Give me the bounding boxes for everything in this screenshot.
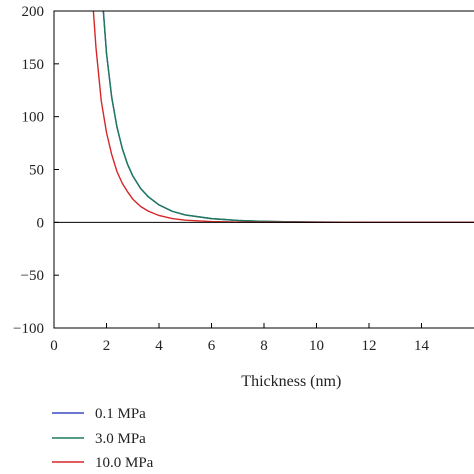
x-tick-label: 12 bbox=[362, 338, 377, 354]
legend-label-10-0-mpa: 10.0 MPa bbox=[95, 455, 154, 471]
y-tick-label: 200 bbox=[22, 4, 45, 20]
plot-frame bbox=[53, 10, 474, 329]
y-tick-label: 50 bbox=[29, 163, 44, 179]
y-tick-label: −50 bbox=[21, 268, 44, 284]
x-tick-label: 6 bbox=[208, 338, 216, 354]
series-line-3-0-mpa bbox=[102, 10, 474, 224]
series-line-0-1-mpa bbox=[102, 10, 474, 224]
x-axis-title: Thickness (nm) bbox=[241, 373, 341, 390]
series-line-10-0-mpa bbox=[92, 10, 474, 224]
legend: 0.1 MPa 3.0 MPa 10.0 MPa bbox=[52, 406, 154, 471]
y-tick-label: −100 bbox=[13, 321, 44, 337]
x-axis-ticks: 0 2 4 6 8 10 12 14 bbox=[50, 323, 430, 354]
y-tick-label: 100 bbox=[22, 110, 45, 126]
legend-label-3-0-mpa: 3.0 MPa bbox=[95, 431, 146, 447]
x-tick-label: 4 bbox=[155, 338, 163, 354]
y-tick-label: 150 bbox=[22, 57, 45, 73]
series-layer bbox=[92, 10, 474, 224]
x-tick-label: 0 bbox=[50, 338, 58, 354]
x-tick-label: 14 bbox=[414, 338, 430, 354]
y-tick-label: 0 bbox=[37, 215, 45, 231]
x-tick-label: 8 bbox=[260, 338, 268, 354]
y-axis-ticks: −100 −50 0 50 100 150 200 bbox=[13, 4, 59, 337]
x-tick-label: 10 bbox=[309, 338, 324, 354]
x-tick-label: 2 bbox=[103, 338, 111, 354]
legend-label-0-1-mpa: 0.1 MPa bbox=[95, 406, 146, 422]
